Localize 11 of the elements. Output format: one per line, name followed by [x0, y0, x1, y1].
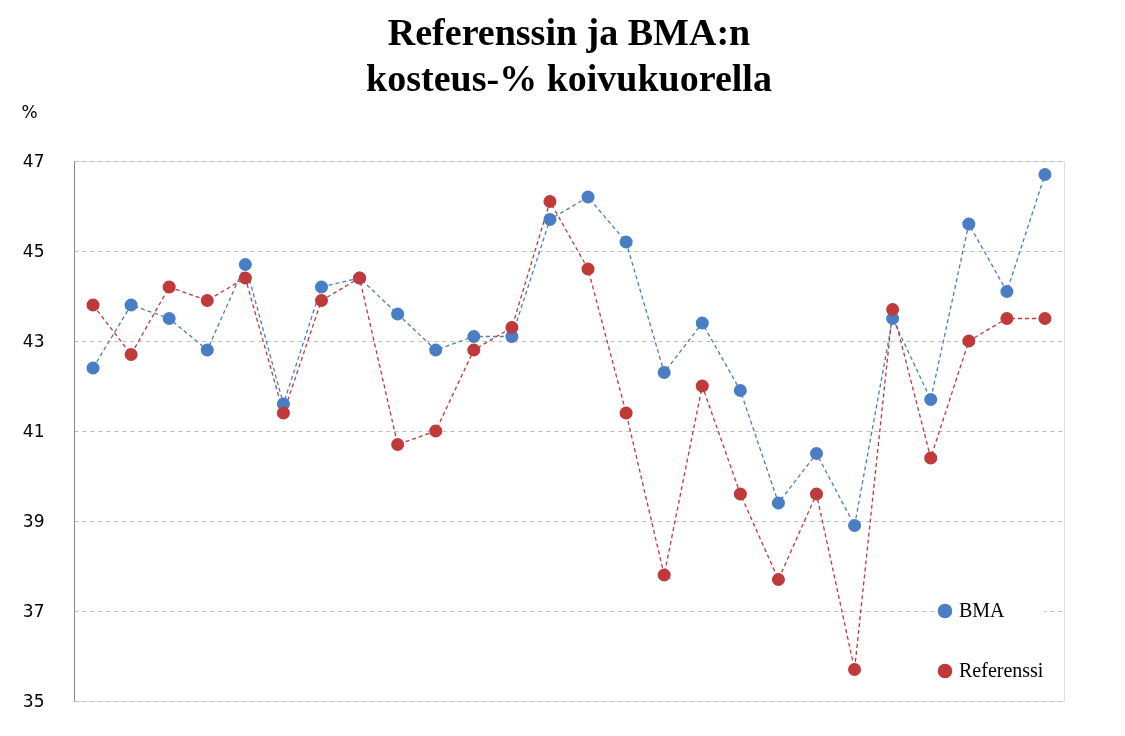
y-axis-title: %	[21, 101, 38, 122]
legend-label: Referenssi	[959, 659, 1044, 681]
y-tick-label: 39	[22, 510, 45, 531]
y-tick-label: 45	[22, 240, 45, 261]
y-tick-label: 41	[22, 420, 45, 441]
chart-title: Referenssin ja BMA:n kosteus-% koivukuorella	[366, 11, 772, 99]
y-tick-label: 43	[22, 330, 45, 351]
legend-label: BMA	[959, 599, 1006, 621]
y-tick-label: 35	[22, 690, 45, 711]
y-tick-label: 47	[22, 150, 45, 171]
y-tick-label: 37	[22, 600, 45, 621]
